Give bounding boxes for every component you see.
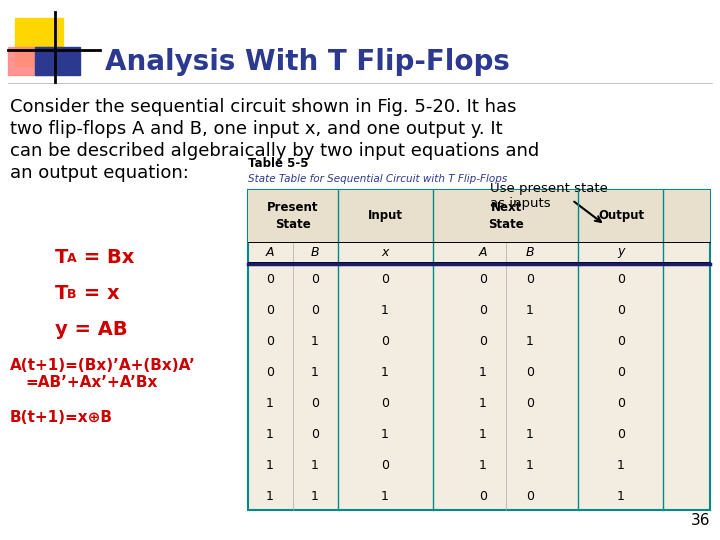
Text: B(t+1)=x⊕B: B(t+1)=x⊕B <box>10 410 113 425</box>
Text: 0: 0 <box>617 304 625 317</box>
Text: Output: Output <box>598 210 644 222</box>
Text: 0: 0 <box>479 304 487 317</box>
Text: 0: 0 <box>266 304 274 317</box>
Text: 0: 0 <box>479 335 487 348</box>
Text: 36: 36 <box>690 513 710 528</box>
Text: 1: 1 <box>266 459 274 472</box>
Text: A: A <box>67 252 76 265</box>
Text: 1: 1 <box>526 459 534 472</box>
Bar <box>248 190 710 510</box>
Text: Analysis With T Flip-Flops: Analysis With T Flip-Flops <box>105 48 510 76</box>
Text: Table 5-5: Table 5-5 <box>248 157 308 170</box>
Text: 0: 0 <box>266 273 274 286</box>
Text: 1: 1 <box>381 366 389 379</box>
Text: B: B <box>311 246 319 259</box>
Text: 0: 0 <box>311 273 319 286</box>
Text: 1: 1 <box>266 397 274 410</box>
Text: A: A <box>266 246 274 259</box>
Text: 1: 1 <box>479 428 487 441</box>
Text: 1: 1 <box>526 304 534 317</box>
Text: can be described algebraically by two input equations and: can be described algebraically by two in… <box>10 142 539 160</box>
Text: T: T <box>55 284 68 303</box>
Text: 1: 1 <box>311 459 319 472</box>
Text: 0: 0 <box>381 459 389 472</box>
Text: 0: 0 <box>617 366 625 379</box>
Text: 0: 0 <box>311 428 319 441</box>
Text: A(t+1)=(Bx)’A+(Bx)A’: A(t+1)=(Bx)’A+(Bx)A’ <box>10 358 196 373</box>
Text: B: B <box>526 246 534 259</box>
Text: 0: 0 <box>266 366 274 379</box>
Text: Input: Input <box>367 210 402 222</box>
Text: 1: 1 <box>381 428 389 441</box>
Text: T: T <box>55 248 68 267</box>
Text: 0: 0 <box>617 428 625 441</box>
Text: 0: 0 <box>617 273 625 286</box>
Text: 1: 1 <box>617 459 625 472</box>
Text: y = AB: y = AB <box>55 320 127 339</box>
Text: 0: 0 <box>381 273 389 286</box>
Text: 1: 1 <box>311 335 319 348</box>
Text: 1: 1 <box>311 490 319 503</box>
Text: 0: 0 <box>311 397 319 410</box>
Bar <box>35 47 80 75</box>
Text: A: A <box>479 246 487 259</box>
Text: 0: 0 <box>617 397 625 410</box>
Text: two flip-flops A and B, one input x, and one output y. It: two flip-flops A and B, one input x, and… <box>10 120 503 138</box>
Text: Present
State: Present State <box>267 201 319 231</box>
Text: Consider the sequential circuit shown in Fig. 5-20. It has: Consider the sequential circuit shown in… <box>10 98 516 116</box>
Text: =AB’+Ax’+A’Bx: =AB’+Ax’+A’Bx <box>25 375 158 390</box>
Text: 0: 0 <box>526 366 534 379</box>
Text: 0: 0 <box>617 335 625 348</box>
Text: B: B <box>67 288 76 301</box>
Text: x: x <box>382 246 389 259</box>
Text: 0: 0 <box>381 397 389 410</box>
Text: 0: 0 <box>266 335 274 348</box>
Text: Use present state
as inputs: Use present state as inputs <box>490 182 608 210</box>
Text: 1: 1 <box>311 366 319 379</box>
Text: an output equation:: an output equation: <box>10 164 189 182</box>
Text: 0: 0 <box>479 490 487 503</box>
Text: 0: 0 <box>311 304 319 317</box>
Text: 0: 0 <box>526 397 534 410</box>
Text: 1: 1 <box>526 335 534 348</box>
Text: 0: 0 <box>381 335 389 348</box>
Text: 1: 1 <box>479 459 487 472</box>
Text: 1: 1 <box>617 490 625 503</box>
Bar <box>248 190 710 242</box>
Text: 1: 1 <box>526 428 534 441</box>
Text: 1: 1 <box>381 304 389 317</box>
Text: 0: 0 <box>526 273 534 286</box>
Text: = Bx: = Bx <box>77 248 135 267</box>
Text: State Table for Sequential Circuit with T Flip-Flops: State Table for Sequential Circuit with … <box>248 174 508 184</box>
Text: = x: = x <box>77 284 120 303</box>
Text: 1: 1 <box>266 428 274 441</box>
Text: 1: 1 <box>381 490 389 503</box>
Text: 1: 1 <box>479 397 487 410</box>
Text: 0: 0 <box>526 490 534 503</box>
Bar <box>8 47 53 75</box>
Text: 1: 1 <box>266 490 274 503</box>
Text: Next
State: Next State <box>488 201 524 231</box>
Text: y: y <box>617 246 625 259</box>
Bar <box>15 18 63 66</box>
Text: 0: 0 <box>479 273 487 286</box>
Text: 1: 1 <box>479 366 487 379</box>
